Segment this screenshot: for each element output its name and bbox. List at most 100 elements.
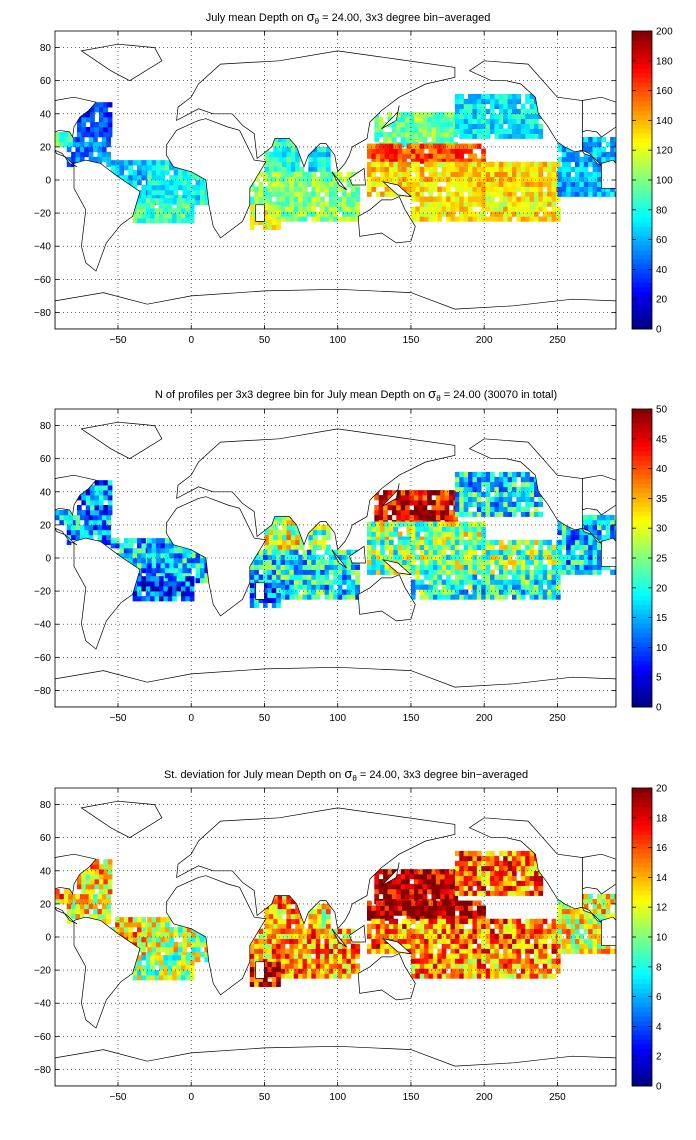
heatmap-cell bbox=[431, 893, 437, 900]
heatmap-cell bbox=[494, 554, 500, 560]
heatmap-cell bbox=[415, 910, 421, 916]
colorbar-swatch bbox=[632, 291, 652, 297]
heatmap-cell bbox=[137, 927, 142, 933]
heatmap-cell bbox=[557, 519, 563, 526]
heatmap-cell bbox=[520, 486, 526, 493]
heatmap-cell bbox=[472, 536, 478, 542]
heatmap-cell bbox=[59, 514, 65, 521]
heatmap-cell bbox=[476, 564, 482, 570]
heatmap-cell bbox=[583, 176, 589, 182]
colorbar-swatch bbox=[632, 54, 652, 60]
heatmap-cell bbox=[415, 928, 421, 934]
heatmap-cell bbox=[350, 594, 356, 600]
heatmap-cell bbox=[538, 579, 544, 585]
heatmap-cell bbox=[249, 196, 255, 202]
heatmap-cell bbox=[507, 186, 513, 192]
heatmap-cell bbox=[128, 937, 133, 943]
heatmap-cell bbox=[320, 196, 325, 202]
heatmap-cell bbox=[173, 941, 179, 948]
heatmap-cell bbox=[533, 171, 539, 177]
heatmap-cell bbox=[512, 574, 517, 580]
heatmap-cell bbox=[163, 965, 169, 971]
heatmap-cell bbox=[306, 968, 312, 974]
heatmap-cell bbox=[481, 93, 486, 100]
heatmap-cell bbox=[579, 564, 585, 570]
heatmap-cell bbox=[264, 539, 270, 546]
heatmap-cell bbox=[290, 544, 296, 551]
heatmap-cell bbox=[481, 216, 486, 222]
heatmap-cell bbox=[254, 976, 259, 982]
heatmap-cell bbox=[325, 544, 331, 551]
heatmap-cell bbox=[415, 161, 421, 168]
heatmap-cell bbox=[273, 146, 278, 153]
heatmap-cell bbox=[298, 963, 303, 969]
heatmap-cell bbox=[103, 480, 109, 486]
heatmap-cell bbox=[422, 490, 428, 496]
heatmap-cell bbox=[186, 548, 192, 554]
heatmap-cell bbox=[574, 156, 580, 163]
heatmap-cell bbox=[106, 529, 111, 536]
heatmap-cell bbox=[333, 938, 338, 944]
heatmap-cell bbox=[512, 506, 517, 512]
heatmap-cell bbox=[614, 146, 616, 153]
heatmap-cell bbox=[432, 594, 438, 600]
heatmap-cell bbox=[280, 968, 286, 974]
coastline bbox=[176, 428, 456, 551]
colorbar-swatch bbox=[632, 119, 652, 125]
heatmap-cell bbox=[97, 151, 103, 158]
heatmap-cell bbox=[93, 524, 98, 531]
heatmap-cell bbox=[262, 948, 268, 954]
heatmap-cell bbox=[103, 884, 109, 890]
heatmap-cell bbox=[437, 191, 442, 197]
colorbar-swatch bbox=[632, 63, 652, 69]
heatmap-cell bbox=[463, 554, 469, 560]
heatmap-cell bbox=[512, 118, 517, 125]
heatmap-cell bbox=[503, 875, 508, 882]
heatmap-cell bbox=[97, 519, 103, 526]
heatmap-cell bbox=[342, 938, 347, 944]
heatmap-cell bbox=[503, 870, 508, 877]
y-tick-label: 80 bbox=[40, 421, 52, 432]
heatmap-cell bbox=[311, 201, 317, 207]
heatmap-cell bbox=[311, 973, 317, 979]
heatmap-cell bbox=[446, 584, 451, 590]
heatmap-cell bbox=[258, 181, 264, 187]
heatmap-cell bbox=[503, 113, 508, 120]
heatmap-cell bbox=[147, 553, 152, 559]
heatmap-cell bbox=[94, 490, 100, 496]
heatmap-cell bbox=[512, 584, 517, 590]
heatmap-cell bbox=[75, 141, 81, 148]
heatmap-cell bbox=[375, 905, 381, 911]
heatmap-cell bbox=[328, 943, 334, 949]
heatmap-cell bbox=[355, 943, 360, 949]
heatmap-cell bbox=[525, 216, 530, 222]
heatmap-cell bbox=[454, 511, 460, 517]
heatmap-cell bbox=[271, 181, 277, 187]
heatmap-cell bbox=[66, 156, 72, 163]
heatmap-cell bbox=[410, 905, 416, 911]
heatmap-cell bbox=[481, 506, 486, 512]
heatmap-cell bbox=[422, 879, 428, 885]
heatmap-cell bbox=[98, 869, 104, 875]
heatmap-cell bbox=[249, 597, 255, 603]
heatmap-cell bbox=[298, 943, 303, 949]
heatmap-cell bbox=[428, 549, 434, 555]
heatmap-cell bbox=[178, 194, 183, 201]
heatmap-cell bbox=[427, 131, 432, 138]
heatmap-cell bbox=[441, 161, 447, 168]
heatmap-cell bbox=[182, 562, 188, 569]
heatmap-cell bbox=[551, 544, 557, 551]
heatmap-cell bbox=[374, 122, 380, 128]
heatmap-cell bbox=[85, 888, 91, 895]
heatmap-cell bbox=[289, 584, 295, 590]
heatmap-cell bbox=[406, 531, 412, 537]
heatmap-cell bbox=[276, 186, 281, 192]
heatmap-cell bbox=[507, 181, 513, 187]
heatmap-cell bbox=[481, 544, 486, 551]
heatmap-cell bbox=[375, 938, 381, 944]
heatmap-cell bbox=[289, 171, 295, 177]
heatmap-cell bbox=[596, 564, 602, 570]
heatmap-cell bbox=[485, 128, 491, 134]
heatmap-cell bbox=[525, 539, 530, 546]
heatmap-cell bbox=[282, 519, 287, 526]
